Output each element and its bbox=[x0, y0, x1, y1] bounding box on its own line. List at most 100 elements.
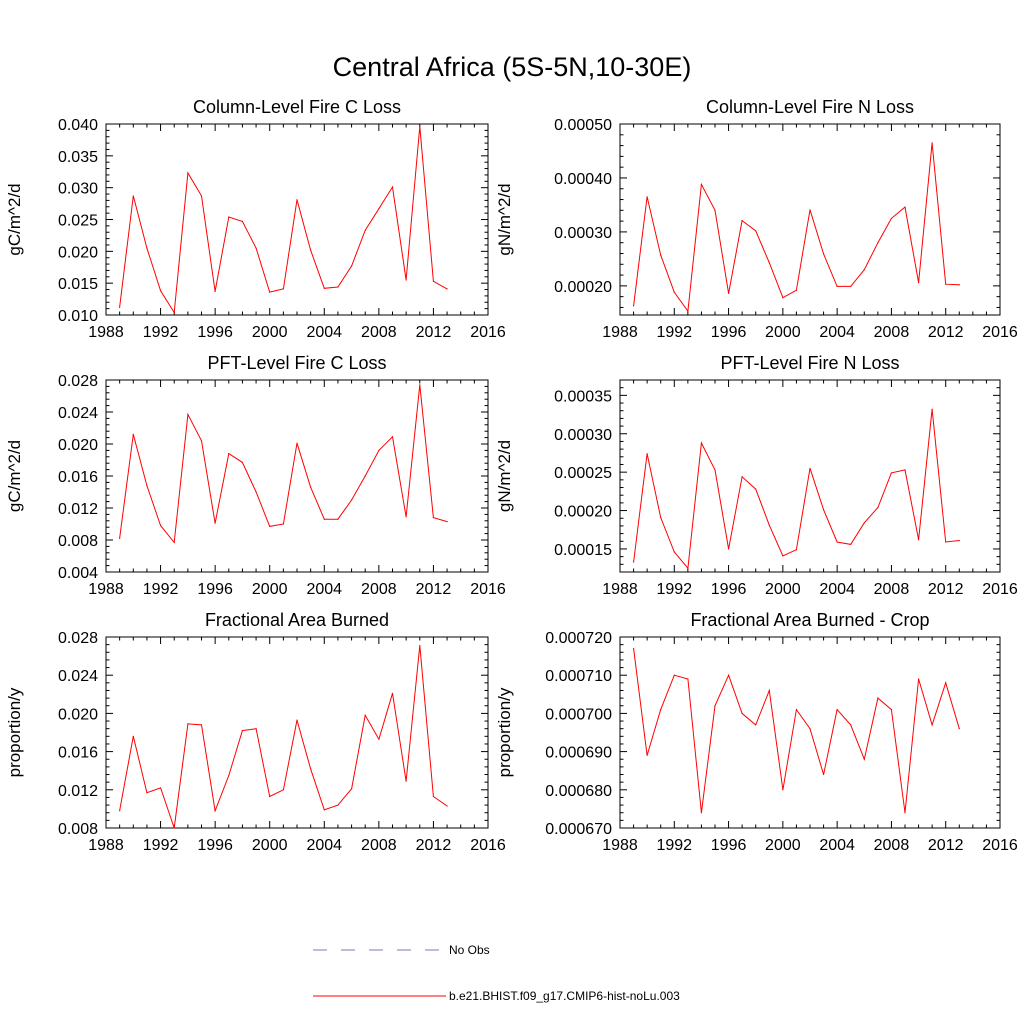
y-tick-label: 0.00030 bbox=[554, 427, 612, 444]
data-point bbox=[378, 208, 380, 210]
data-point bbox=[904, 469, 906, 471]
data-point bbox=[795, 549, 798, 551]
data-point bbox=[687, 310, 689, 312]
data-point bbox=[700, 442, 703, 444]
data-point bbox=[660, 254, 662, 256]
x-tick-label: 1996 bbox=[197, 581, 233, 598]
panel-title: Fractional Area Burned bbox=[205, 610, 389, 630]
data-point bbox=[741, 476, 743, 478]
chart-panel: PFT-Level Fire N Loss 1988 1992 1996 2000 200… bbox=[495, 353, 1018, 598]
data-point bbox=[632, 305, 635, 307]
data-point bbox=[714, 469, 716, 471]
x-tick-label: 1992 bbox=[143, 581, 179, 598]
data-point bbox=[714, 209, 716, 211]
x-tick-label: 2004 bbox=[819, 837, 855, 854]
data-point bbox=[877, 506, 879, 509]
x-tick-label: 2008 bbox=[874, 837, 910, 854]
data-point bbox=[350, 499, 353, 501]
data-point bbox=[768, 524, 770, 526]
data-point bbox=[646, 453, 648, 455]
x-tick-label: 2000 bbox=[765, 324, 801, 341]
x-tick-label: 1992 bbox=[656, 837, 692, 854]
x-tick-label: 1988 bbox=[88, 324, 124, 341]
y-tick-label: 0.000700 bbox=[545, 706, 612, 723]
x-tick-label: 2012 bbox=[928, 324, 964, 341]
x-tick-label: 2008 bbox=[874, 324, 910, 341]
x-tick-label: 2000 bbox=[252, 837, 288, 854]
y-tick-label: 0.035 bbox=[58, 149, 98, 166]
data-point bbox=[687, 567, 689, 569]
y-axis-label: gN/m^2/d bbox=[495, 440, 514, 512]
x-tick-label: 2004 bbox=[819, 324, 855, 341]
data-point bbox=[958, 284, 960, 286]
data-point bbox=[146, 485, 148, 487]
data-point bbox=[323, 809, 325, 811]
y-axis-label: gC/m^2/d bbox=[5, 183, 24, 255]
data-point bbox=[350, 265, 353, 267]
data-point bbox=[741, 712, 743, 715]
data-point bbox=[673, 291, 675, 293]
data-point bbox=[714, 705, 716, 707]
x-tick-label: 2012 bbox=[928, 837, 964, 854]
data-point bbox=[850, 543, 852, 545]
data-point bbox=[632, 561, 635, 563]
x-tick-label: 1988 bbox=[602, 837, 638, 854]
data-point bbox=[755, 724, 757, 726]
data-point bbox=[795, 289, 798, 291]
x-tick-label: 2012 bbox=[416, 581, 452, 598]
data-point bbox=[917, 539, 920, 541]
panel-title: Column-Level Fire C Loss bbox=[193, 97, 401, 117]
panels: Column-Level Fire C Loss 1988 1992 1996 2000… bbox=[5, 97, 1018, 854]
data-point bbox=[917, 678, 920, 680]
y-tick-label: 0.024 bbox=[58, 668, 98, 685]
data-point bbox=[364, 714, 366, 716]
data-point bbox=[296, 719, 298, 721]
data-point bbox=[931, 724, 933, 726]
x-tick-label: 2000 bbox=[252, 581, 288, 598]
data-point bbox=[269, 525, 271, 528]
data-point bbox=[727, 674, 730, 676]
data-point bbox=[432, 795, 435, 798]
data-point bbox=[241, 220, 244, 223]
y-tick-label: 0.028 bbox=[58, 630, 98, 647]
y-tick-label: 0.040 bbox=[58, 117, 98, 134]
data-point bbox=[432, 280, 435, 282]
data-point bbox=[187, 723, 189, 725]
y-tick-label: 0.000720 bbox=[545, 630, 612, 647]
data-point bbox=[391, 692, 394, 694]
data-point bbox=[700, 183, 703, 186]
data-point bbox=[836, 541, 838, 543]
data-point bbox=[337, 804, 339, 806]
data-point bbox=[809, 467, 811, 469]
data-point bbox=[850, 724, 852, 726]
x-tick-label: 2008 bbox=[361, 581, 397, 598]
data-point bbox=[310, 768, 312, 770]
y-tick-label: 0.012 bbox=[58, 783, 98, 800]
x-tick-label: 2004 bbox=[306, 837, 342, 854]
x-tick-label: 1988 bbox=[602, 581, 638, 598]
data-point bbox=[132, 735, 134, 737]
data-point bbox=[200, 195, 203, 197]
data-point bbox=[337, 518, 339, 520]
x-tick-label: 2016 bbox=[982, 324, 1018, 341]
data-point bbox=[890, 472, 893, 474]
data-point bbox=[660, 516, 662, 519]
x-tick-label: 1992 bbox=[656, 581, 692, 598]
data-point bbox=[904, 206, 906, 208]
data-point bbox=[269, 291, 271, 293]
data-point bbox=[850, 285, 852, 288]
y-tick-label: 0.016 bbox=[58, 469, 98, 486]
data-point bbox=[768, 262, 770, 264]
data-point bbox=[228, 453, 230, 455]
data-point bbox=[931, 142, 933, 144]
data-point bbox=[350, 788, 353, 790]
x-tick-label: 1996 bbox=[711, 324, 747, 341]
data-point bbox=[755, 488, 757, 490]
chart-panel: PFT-Level Fire C Loss 1988 1992 1996 2000 200… bbox=[5, 353, 506, 598]
x-tick-label: 1988 bbox=[602, 324, 638, 341]
x-tick-label: 2000 bbox=[765, 581, 801, 598]
data-point bbox=[877, 242, 879, 244]
y-axis-label: proportion/y bbox=[495, 687, 514, 777]
data-point bbox=[296, 442, 298, 444]
